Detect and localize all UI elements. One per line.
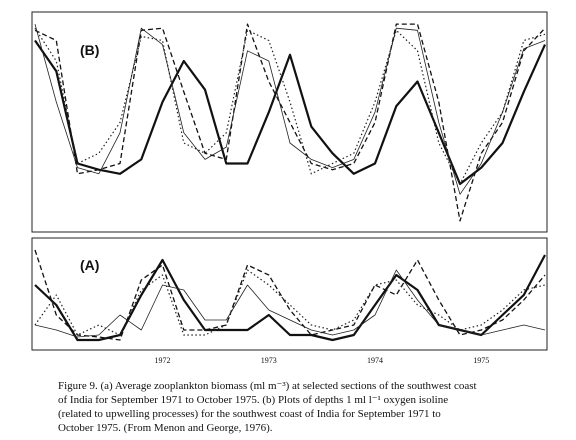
series-line [34,23,546,222]
series-line [34,27,546,185]
x-tick-label: 1973 [261,356,277,365]
panel-title: (A) [80,257,99,273]
x-tick-label: 1974 [367,356,383,365]
series-line [34,269,546,338]
panel-title: (B) [80,42,99,58]
caption-line: of India for September 1971 to October 1… [58,394,448,406]
x-tick-label: 1972 [155,356,171,365]
series-line [34,39,547,186]
panel-a-frame [31,237,548,351]
caption-line: Figure 9. (a) Average zooplankton biomas… [58,380,477,392]
series-line [34,254,546,342]
caption-line: October 1975. (From Menon and George, 19… [58,422,273,434]
panel-b-frame [31,11,548,233]
x-tick-label: 1975 [473,356,489,365]
series-line [34,249,546,341]
series-line [34,23,546,195]
series-line [34,269,546,336]
caption-line: (related to upwelling processes) for the… [58,408,441,420]
